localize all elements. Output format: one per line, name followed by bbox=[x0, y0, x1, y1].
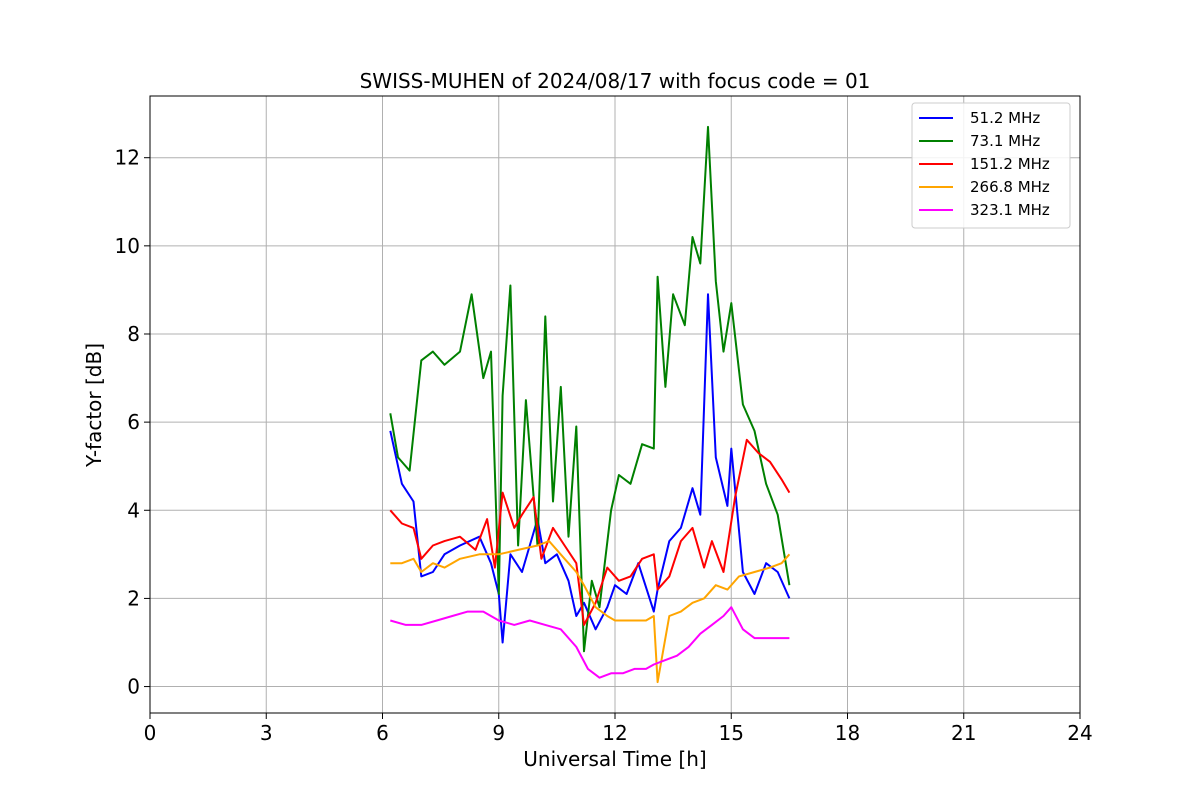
x-tick-label: 9 bbox=[492, 721, 505, 745]
legend-label: 51.2 MHz bbox=[970, 109, 1040, 127]
x-tick-label: 21 bbox=[951, 721, 976, 745]
y-tick-label: 8 bbox=[127, 322, 140, 346]
y-tick-label: 0 bbox=[127, 675, 140, 699]
legend-label: 151.2 MHz bbox=[970, 155, 1050, 173]
legend-label: 323.1 MHz bbox=[970, 201, 1050, 219]
x-axis-label: Universal Time [h] bbox=[523, 747, 706, 771]
series-line-5 bbox=[390, 606, 790, 679]
x-tick-label: 6 bbox=[376, 721, 389, 745]
y-tick-label: 2 bbox=[127, 586, 140, 610]
x-tick-label: 24 bbox=[1067, 721, 1092, 745]
series-line-3 bbox=[389, 438, 791, 626]
x-tick-label: 0 bbox=[144, 721, 157, 745]
legend-box bbox=[911, 102, 1071, 229]
legend: 51.2 MHz 73.1 MHz 151.2 MHz 266.8 MHz 323.1… bbox=[911, 102, 1071, 229]
y-tick-label: 10 bbox=[115, 234, 140, 258]
legend-label: 73.1 MHz bbox=[970, 132, 1040, 150]
x-tick-label: 3 bbox=[260, 721, 273, 745]
x-tick-label: 18 bbox=[835, 721, 860, 745]
y-tick-label: 4 bbox=[127, 498, 140, 522]
legend-label: 266.8 MHz bbox=[970, 178, 1050, 196]
x-tick-label: 12 bbox=[602, 721, 627, 745]
y-tick-label: 6 bbox=[127, 410, 140, 434]
series-layer bbox=[389, 125, 791, 684]
y-axis-label: Y-factor [dB] bbox=[82, 343, 106, 468]
series-line-4 bbox=[390, 540, 791, 684]
x-tick-label: 15 bbox=[719, 721, 744, 745]
y-tick-label: 12 bbox=[115, 146, 140, 170]
chart-title: SWISS-MUHEN of 2024/08/17 with focus cod… bbox=[360, 69, 871, 93]
